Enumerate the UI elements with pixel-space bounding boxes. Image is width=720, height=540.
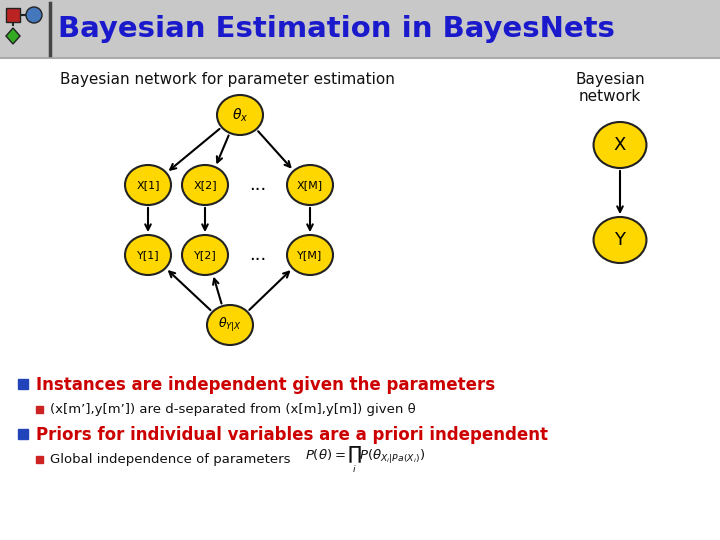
Text: X[M]: X[M] (297, 180, 323, 190)
Text: $\theta_x$: $\theta_x$ (232, 106, 248, 124)
Circle shape (26, 7, 42, 23)
Ellipse shape (182, 165, 228, 205)
Bar (36, 406, 43, 413)
Text: ...: ... (249, 176, 266, 194)
Text: Global independence of parameters: Global independence of parameters (50, 454, 290, 467)
Bar (18, 429, 28, 439)
Text: Instances are independent given the parameters: Instances are independent given the para… (36, 376, 495, 394)
Polygon shape (6, 28, 20, 44)
Ellipse shape (287, 235, 333, 275)
Bar (36, 456, 43, 463)
Ellipse shape (182, 235, 228, 275)
Text: Y[2]: Y[2] (194, 250, 217, 260)
Ellipse shape (125, 165, 171, 205)
Text: $\theta_{Y|X}$: $\theta_{Y|X}$ (218, 316, 242, 334)
Text: Bayesian
network: Bayesian network (575, 72, 645, 104)
Text: Priors for individual variables are a priori independent: Priors for individual variables are a pr… (36, 426, 548, 444)
Text: Y: Y (614, 231, 626, 249)
Text: X[1]: X[1] (136, 180, 160, 190)
Text: X: X (614, 136, 626, 154)
Text: (x[m’],y[m’]) are d-separated from (x[m],y[m]) given θ: (x[m’],y[m’]) are d-separated from (x[m]… (50, 403, 415, 416)
FancyBboxPatch shape (0, 0, 720, 58)
Ellipse shape (593, 217, 647, 263)
Text: Bayesian Estimation in BayesNets: Bayesian Estimation in BayesNets (58, 15, 615, 43)
Text: ...: ... (249, 246, 266, 264)
Bar (18, 379, 28, 389)
Ellipse shape (217, 95, 263, 135)
Text: X[2]: X[2] (193, 180, 217, 190)
Text: Bayesian network for parameter estimation: Bayesian network for parameter estimatio… (60, 72, 395, 87)
Text: $P(\theta) = \prod_i P(\theta_{X_i|Pa(X_i)})$: $P(\theta) = \prod_i P(\theta_{X_i|Pa(X_… (305, 445, 425, 475)
Polygon shape (6, 8, 20, 22)
Text: Y[1]: Y[1] (137, 250, 159, 260)
Text: Y[M]: Y[M] (297, 250, 323, 260)
Ellipse shape (125, 235, 171, 275)
Ellipse shape (593, 122, 647, 168)
Ellipse shape (287, 165, 333, 205)
Ellipse shape (207, 305, 253, 345)
